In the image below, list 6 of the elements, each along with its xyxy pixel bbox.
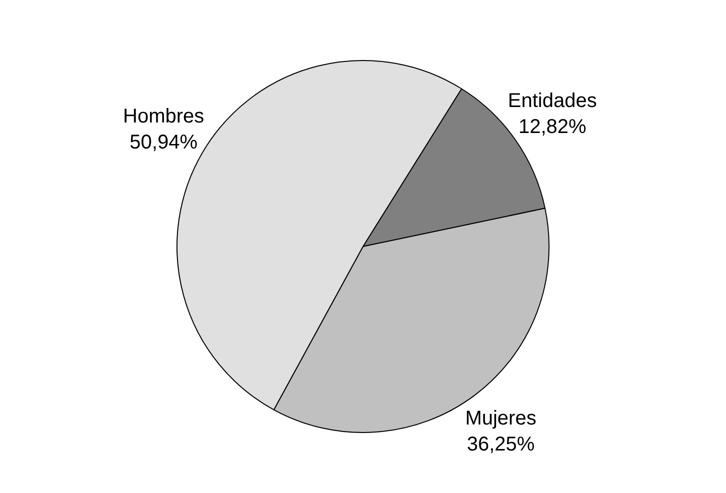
slice-label: Mujeres [465,407,536,430]
data-label: 50,94% [130,131,198,154]
data-label: 12,82% [518,116,587,138]
slice-label: Entidades [508,90,597,112]
data-label: 36,25% [466,433,535,456]
slice-label: Hombres [123,105,204,128]
